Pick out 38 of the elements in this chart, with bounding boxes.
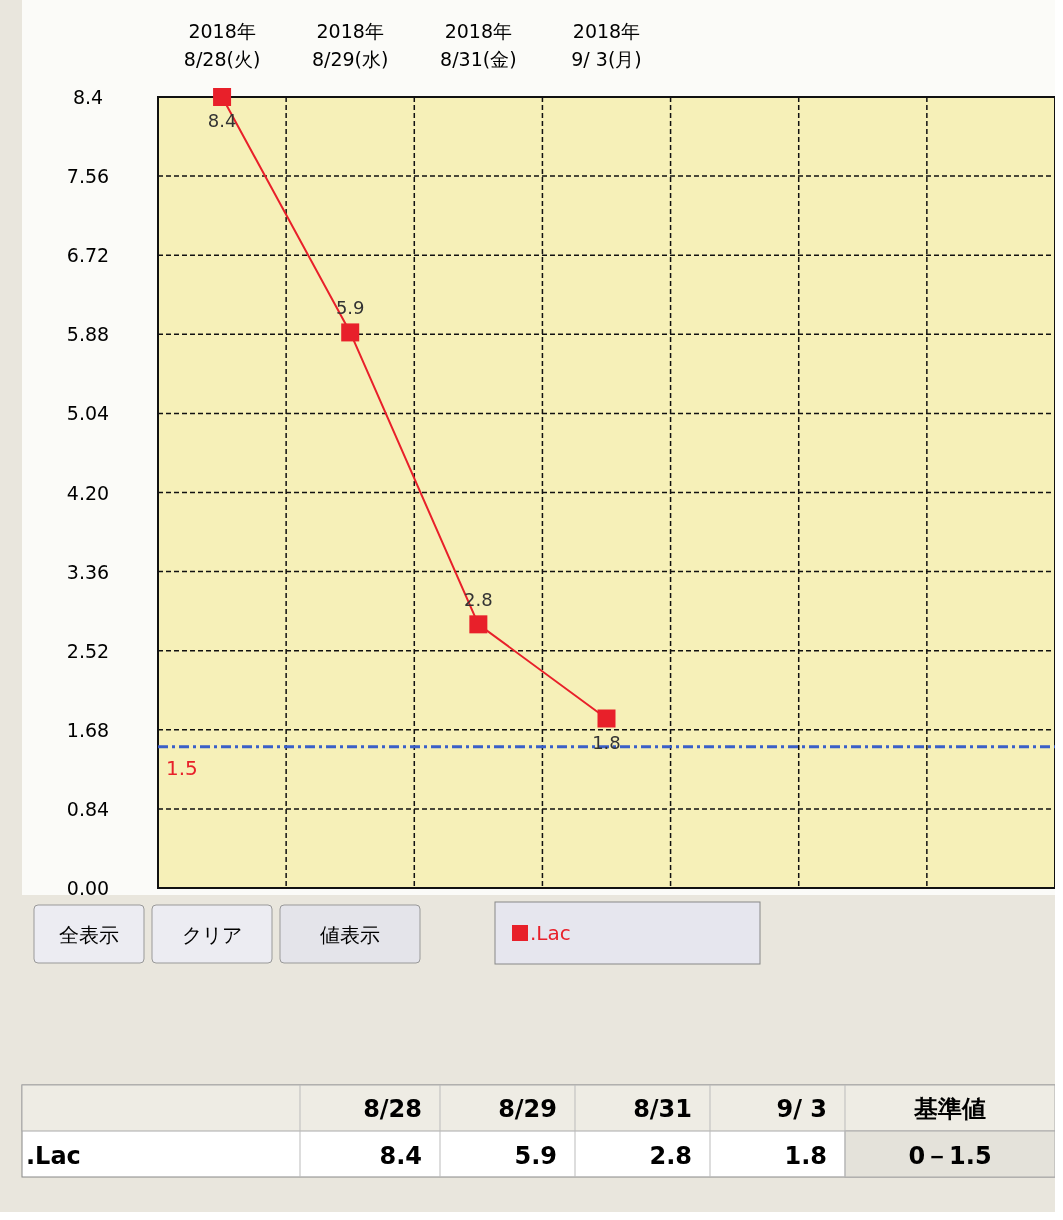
legend-label: .Lac: [530, 921, 571, 945]
text: 8/29: [498, 1095, 557, 1123]
text: 8/28: [363, 1095, 422, 1123]
text: 値表示: [320, 923, 380, 947]
text: 5.9: [514, 1142, 557, 1170]
text: 9/ 3: [776, 1095, 827, 1123]
x-tick-label: 2018年 8/29(水): [311, 20, 389, 70]
point: [469, 615, 488, 634]
y-tick-label: 2.52: [66, 639, 110, 662]
y-tick-label: 1.68: [66, 718, 110, 741]
y-tick-label: 4.20: [66, 481, 110, 504]
data-label: 1.8: [592, 731, 621, 753]
x-tick-label: 2018年 9/ 3(月): [571, 20, 642, 70]
text: 8.4: [379, 1142, 422, 1170]
point: [597, 709, 616, 728]
y-tick-label: 5.04: [66, 402, 110, 425]
point: [341, 323, 360, 342]
y-tick-label: 5.88: [66, 323, 110, 346]
y-tick-label: 0.00: [66, 877, 110, 899]
y-tick-label: 0.84: [66, 797, 110, 820]
x-tick-label: 2018年 8/28(火): [183, 20, 261, 70]
x-tick-label: 2018年 8/31(金): [440, 20, 517, 70]
text: 0－1.5: [908, 1142, 992, 1170]
ref-line-label: 1.5: [166, 755, 198, 780]
text: クリア: [182, 923, 242, 947]
data-label: 5.9: [335, 297, 365, 319]
text: .Lac: [26, 1142, 81, 1170]
data-label: 8.4: [207, 110, 237, 131]
text: 全表示: [59, 923, 119, 947]
point: [213, 88, 232, 106]
text: 1.8: [784, 1142, 827, 1170]
text: 基準値: [913, 1095, 986, 1123]
text: 8/31: [633, 1095, 692, 1123]
text: 2.8: [649, 1142, 692, 1170]
y-tick-label: 7.56: [66, 165, 110, 188]
y-tick-label: 8.4: [72, 86, 104, 108]
y-tick-label: 6.72: [66, 244, 110, 267]
y-tick-label: 3.36: [66, 560, 110, 583]
